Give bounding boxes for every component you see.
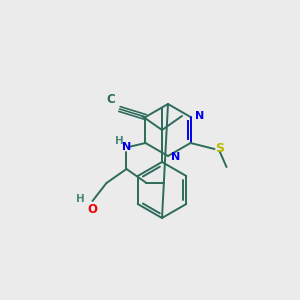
Text: N: N xyxy=(122,142,131,152)
Text: N: N xyxy=(194,111,204,121)
Text: S: S xyxy=(215,142,224,155)
Text: H: H xyxy=(76,194,85,204)
Text: C: C xyxy=(107,93,116,106)
Text: N: N xyxy=(171,152,180,162)
Text: O: O xyxy=(88,203,98,216)
Text: H: H xyxy=(115,136,124,146)
